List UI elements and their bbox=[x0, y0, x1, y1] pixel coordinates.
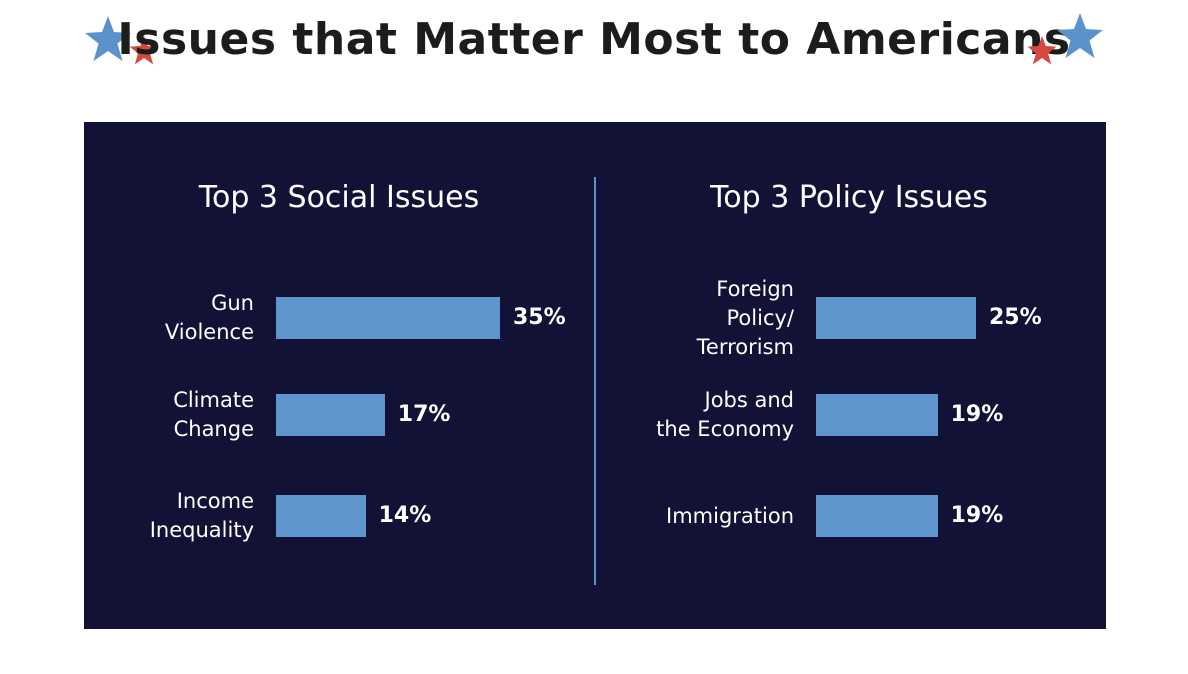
social-category-label-3: Income Inequality bbox=[54, 487, 254, 545]
policy-category-label-1: Foreign Policy/Terrorism bbox=[594, 275, 794, 362]
category-label-line: Terrorism bbox=[696, 334, 794, 359]
category-label-line: Foreign bbox=[716, 276, 794, 301]
social-bar-3 bbox=[276, 495, 366, 537]
policy-bar-3 bbox=[816, 495, 938, 537]
category-label-line: Jobs and bbox=[704, 388, 795, 412]
red-star-icon bbox=[1027, 36, 1057, 65]
social-category-label-2: Climate Change bbox=[54, 386, 254, 444]
blue-star-icon bbox=[85, 16, 131, 61]
category-label-line: Policy/ bbox=[726, 305, 794, 330]
category-label-line: Immigration bbox=[666, 503, 794, 528]
social-value-label-3: 14% bbox=[378, 503, 432, 528]
policy-bar-2 bbox=[816, 394, 938, 436]
red-star-icon bbox=[129, 36, 159, 65]
category-label-line: Change bbox=[173, 417, 254, 441]
social-bar-1 bbox=[276, 297, 500, 339]
policy-value-label-2: 19% bbox=[950, 402, 1004, 427]
policy-value-label-1: 25% bbox=[989, 305, 1042, 330]
header: Issues that Matter Most to Americans bbox=[0, 0, 1188, 90]
panel-divider bbox=[594, 177, 596, 585]
social-value-label-1: 35% bbox=[513, 305, 566, 330]
category-label-line: Income bbox=[176, 489, 254, 513]
policy-value-label-3: 19% bbox=[950, 503, 1004, 528]
social-issues-title: Top 3 Social Issues bbox=[198, 180, 480, 215]
social-category-label-1: Gun Violence bbox=[54, 289, 254, 347]
blue-star-icon bbox=[1057, 13, 1103, 58]
social-bar-2 bbox=[276, 394, 385, 436]
category-label-line: Violence bbox=[164, 320, 254, 344]
social-value-label-2: 17% bbox=[397, 402, 451, 427]
category-label-line: the Economy bbox=[656, 417, 794, 441]
category-label-line: Gun bbox=[211, 291, 254, 315]
category-label-line: Inequality bbox=[149, 518, 254, 542]
policy-category-label-3: Immigration bbox=[594, 502, 794, 531]
category-label-line: Climate bbox=[173, 388, 254, 412]
page-title: Issues that Matter Most to Americans bbox=[117, 14, 1071, 65]
policy-category-label-2: Jobs and the Economy bbox=[594, 386, 794, 444]
policy-issues-title: Top 3 Policy Issues bbox=[710, 180, 988, 215]
policy-bar-1 bbox=[816, 297, 976, 339]
chart-panel: Top 3 Social Issues Top 3 Policy Issues … bbox=[84, 122, 1106, 629]
